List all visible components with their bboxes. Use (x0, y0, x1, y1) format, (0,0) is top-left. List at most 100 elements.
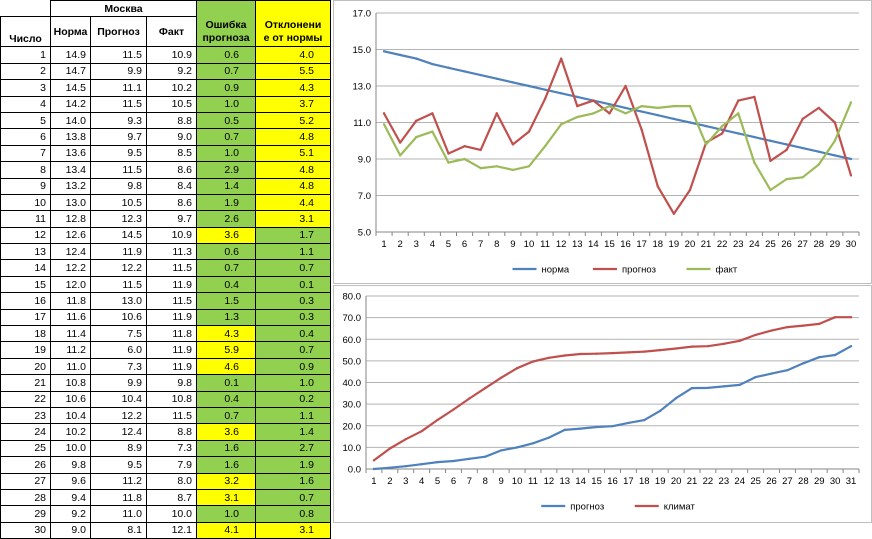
cell-error: 3.6 (196, 423, 256, 441)
cell-norm: 11.8 (50, 292, 91, 310)
data-point (559, 123, 563, 126)
data-point (817, 163, 820, 166)
data-point (527, 84, 531, 88)
cell-error: 0.7 (196, 62, 256, 81)
data-point (802, 324, 805, 327)
cell-norm: 14.0 (50, 111, 91, 130)
cell-fact: 8.0 (146, 472, 197, 490)
x-tick-label: 25 (750, 476, 761, 487)
table-row: 15 12.0 11.5 11.9 0.4 0.1 (0, 275, 331, 294)
cell-day: 25 (0, 439, 51, 458)
cell-fact: 7.9 (146, 456, 197, 474)
cell-deviation: 0.8 (255, 505, 331, 523)
table-row: 19 11.2 6.0 11.9 5.9 0.7 (0, 341, 331, 359)
cell-norm: 11.4 (50, 325, 91, 343)
data-point (704, 124, 708, 128)
cell-norm: 13.0 (50, 193, 91, 212)
data-point (543, 88, 547, 91)
data-point (515, 446, 519, 449)
cell-deviation: 2.7 (255, 439, 331, 458)
table-row: 24 10.2 12.4 8.8 3.6 1.4 (0, 423, 331, 441)
data-point (672, 117, 676, 121)
cell-error: 0.6 (196, 46, 256, 64)
accumulation-chart: 0.0 10.0 20.0 30.0 40.0 50.0 60.0 70.0 80.0 1 2 3 4 5… (333, 285, 872, 523)
data-point (404, 464, 407, 468)
data-point (611, 424, 614, 428)
data-point (452, 459, 455, 463)
data-point (738, 383, 741, 387)
data-point (643, 350, 646, 353)
series-line (373, 316, 851, 462)
table-row: 12 12.6 14.5 10.9 3.6 1.7 (0, 226, 331, 245)
x-tick-label: 27 (797, 239, 808, 250)
table-row: 7 13.6 9.5 8.5 1.0 5.1 (0, 144, 331, 163)
x-tick-label: 3 (414, 239, 419, 250)
cell-forecast: 10.5 (90, 193, 147, 212)
data-point (720, 132, 724, 135)
y-tick-label: 50.0 (343, 356, 362, 367)
cell-error: 0.7 (196, 128, 256, 146)
cell-fact: 8.8 (146, 423, 197, 441)
cell-deviation: 0.7 (255, 488, 331, 507)
data-point (624, 112, 627, 115)
x-tick-label: 25 (765, 239, 776, 250)
cell-fact: 12.1 (146, 521, 197, 539)
cell-deviation: 1.1 (255, 243, 331, 261)
cell-forecast: 11.0 (90, 505, 147, 523)
cell-day: 29 (0, 505, 51, 523)
cell-fact: 10.5 (146, 95, 197, 113)
cell-day: 24 (0, 423, 51, 441)
x-tick-label: 12 (556, 239, 567, 250)
data-point (431, 130, 434, 133)
cell-error: 0.4 (196, 390, 256, 408)
cell-forecast: 6.0 (90, 341, 147, 359)
x-tick-label: 24 (749, 239, 760, 250)
cell-day: 14 (0, 259, 51, 277)
x-tick-label: 5 (446, 239, 451, 250)
data-point (627, 421, 630, 425)
cell-error: 1.9 (196, 193, 256, 212)
data-point (398, 154, 402, 157)
data-point (388, 466, 392, 469)
table-row: 30 9.0 8.1 12.1 4.1 3.1 (0, 521, 331, 539)
data-point (415, 119, 418, 122)
cell-forecast: 12.3 (90, 210, 147, 228)
cell-deviation: 0.9 (255, 357, 331, 376)
data-point (720, 124, 724, 128)
cell-deviation: 4.0 (255, 46, 331, 64)
column-header-deviation-line2: е от нормы (263, 31, 323, 44)
cell-fact: 11.8 (146, 325, 197, 343)
x-tick-label: 2 (387, 476, 392, 487)
data-point (447, 152, 450, 155)
cell-forecast: 11.5 (90, 46, 147, 64)
cell-day: 2 (0, 62, 51, 81)
cell-norm: 14.9 (50, 46, 91, 64)
cell-fact: 11.9 (146, 357, 197, 376)
cell-norm: 13.4 (50, 161, 91, 179)
data-point (495, 77, 498, 80)
x-tick-label: 10 (512, 476, 523, 487)
data-point (576, 115, 579, 119)
x-tick-label: 13 (572, 239, 583, 250)
data-point (640, 128, 643, 131)
cell-deviation: 4.3 (255, 79, 331, 97)
data-point (543, 145, 547, 148)
data-point (398, 53, 402, 57)
cell-deviation: 0.3 (255, 308, 331, 327)
x-tick-label: 13 (560, 476, 571, 487)
cell-deviation: 4.8 (255, 128, 331, 146)
cell-norm: 12.4 (50, 243, 91, 261)
x-tick-label: 28 (813, 239, 824, 250)
x-tick-label: 1 (371, 476, 376, 487)
cell-forecast: 7.5 (90, 325, 147, 343)
cell-norm: 9.0 (50, 521, 91, 539)
data-point (563, 354, 566, 357)
x-tick-label: 4 (430, 239, 435, 250)
cell-deviation: 0.2 (255, 390, 331, 408)
data-point (559, 57, 563, 60)
data-point (849, 157, 853, 161)
data-point (515, 367, 519, 370)
column-header-error-line1: Ошибка (205, 18, 247, 31)
table-row: 11 12.8 12.3 9.7 2.6 3.1 (0, 210, 331, 228)
data-point (484, 386, 487, 390)
